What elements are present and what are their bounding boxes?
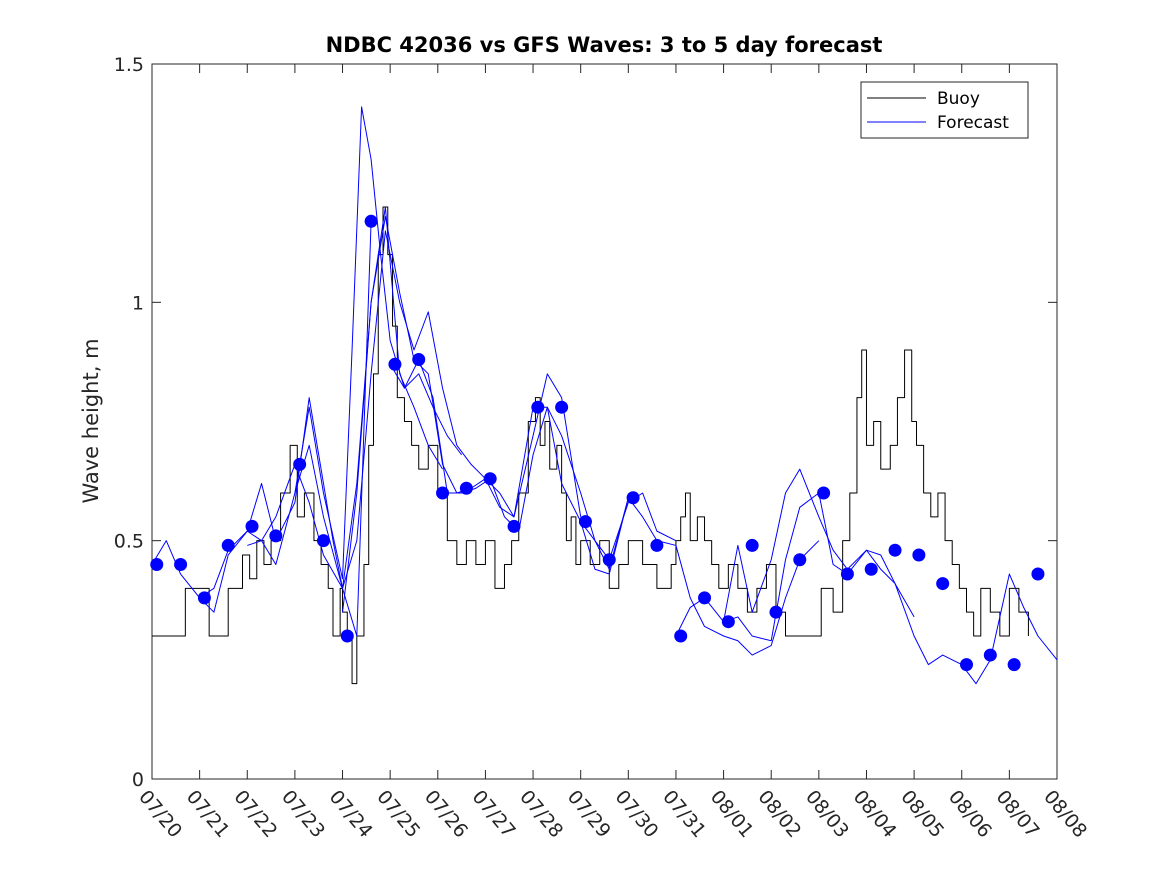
forecast-marker (174, 558, 188, 571)
forecast-markers (150, 214, 1045, 672)
forecast-marker (507, 519, 521, 533)
x-tick-label: 07/26 (420, 786, 472, 842)
forecast-marker (245, 519, 259, 533)
forecast-marker (840, 567, 854, 581)
chart-title: NDBC 42036 vs GFS Waves: 3 to 5 day fore… (326, 33, 883, 57)
forecast-marker (364, 214, 378, 228)
forecast-marker (721, 615, 735, 629)
forecast-marker (150, 558, 164, 571)
buoy-series-line (152, 206, 1029, 685)
x-tick-label: 08/05 (896, 786, 948, 842)
plot-area (151, 63, 1058, 780)
x-tick-label: 07/29 (563, 786, 615, 842)
forecast-marker (769, 605, 783, 619)
forecast-series-line-6 (389, 359, 677, 561)
x-tick-label: 07/20 (134, 786, 186, 842)
x-tick-label: 07/28 (515, 786, 567, 842)
forecast-marker (1031, 567, 1045, 581)
y-tick-label: 1.5 (114, 54, 144, 76)
forecast-series-line-8 (675, 468, 915, 637)
y-tick-label: 1 (132, 292, 144, 314)
forecast-marker (293, 457, 307, 471)
legend-box (860, 81, 1029, 139)
forecast-marker (459, 481, 473, 495)
x-tick-label: 07/27 (468, 786, 520, 842)
forecast-marker (650, 538, 664, 552)
forecast-marker (388, 357, 402, 371)
forecast-marker (698, 591, 712, 605)
y-tick-label: 0.5 (114, 531, 144, 553)
x-tick-label: 08/01 (706, 786, 758, 842)
forecast-series-line-7 (580, 497, 820, 656)
forecast-marker (483, 472, 497, 486)
forecast-marker (602, 553, 616, 567)
forecast-marker (745, 538, 759, 552)
forecast-marker (340, 629, 354, 643)
x-tick-label: 07/21 (182, 786, 234, 842)
forecast-series-line-5 (342, 216, 629, 613)
forecast-series-line-3 (247, 106, 463, 580)
forecast-marker (412, 353, 426, 367)
x-tick-label: 08/06 (944, 786, 996, 842)
forecast-marker (983, 648, 997, 662)
forecast-series-line-4 (294, 230, 582, 589)
forecast-marker (864, 562, 878, 576)
x-tick-label: 08/08 (1039, 786, 1091, 842)
forecast-marker (960, 658, 973, 672)
x-tick-label: 07/24 (325, 786, 377, 842)
x-tick-label: 07/23 (277, 786, 329, 842)
forecast-marker (555, 400, 569, 414)
forecast-marker (221, 538, 235, 552)
forecast-marker (269, 529, 283, 543)
forecast-marker (936, 577, 950, 591)
y-axis-label: Wave height, m (79, 338, 103, 503)
forecast-marker (817, 486, 831, 500)
x-tick-label: 08/03 (801, 786, 853, 842)
y-tick-label: 0 (132, 769, 144, 791)
series-layer (151, 106, 1058, 685)
x-tick-label: 08/04 (849, 786, 901, 842)
forecast-marker (316, 534, 330, 548)
y-axis: 0 0.5 1 1.5 (114, 54, 1057, 791)
forecast-marker (1007, 658, 1021, 672)
x-tick-label: 07/30 (610, 786, 662, 842)
x-tick-label: 07/31 (658, 786, 710, 842)
forecast-marker (912, 548, 926, 562)
legend-label-forecast: Forecast (937, 113, 1009, 133)
forecast-marker (531, 400, 545, 414)
forecast-series-line-9 (723, 492, 1058, 685)
x-tick-label: 07/22 (229, 786, 281, 842)
forecast-marker (626, 491, 640, 505)
forecast-marker (674, 629, 688, 643)
x-tick-label: 07/25 (372, 786, 424, 842)
legend-label-buoy: Buoy (937, 89, 980, 109)
x-tick-label: 08/07 (992, 786, 1044, 842)
forecast-marker (436, 486, 450, 500)
forecast-marker (578, 515, 592, 529)
legend: Buoy Forecast (860, 81, 1029, 139)
x-tick-label: 08/02 (753, 786, 805, 842)
forecast-marker (793, 553, 807, 567)
forecast-marker (888, 543, 902, 557)
forecast-marker (197, 591, 211, 605)
